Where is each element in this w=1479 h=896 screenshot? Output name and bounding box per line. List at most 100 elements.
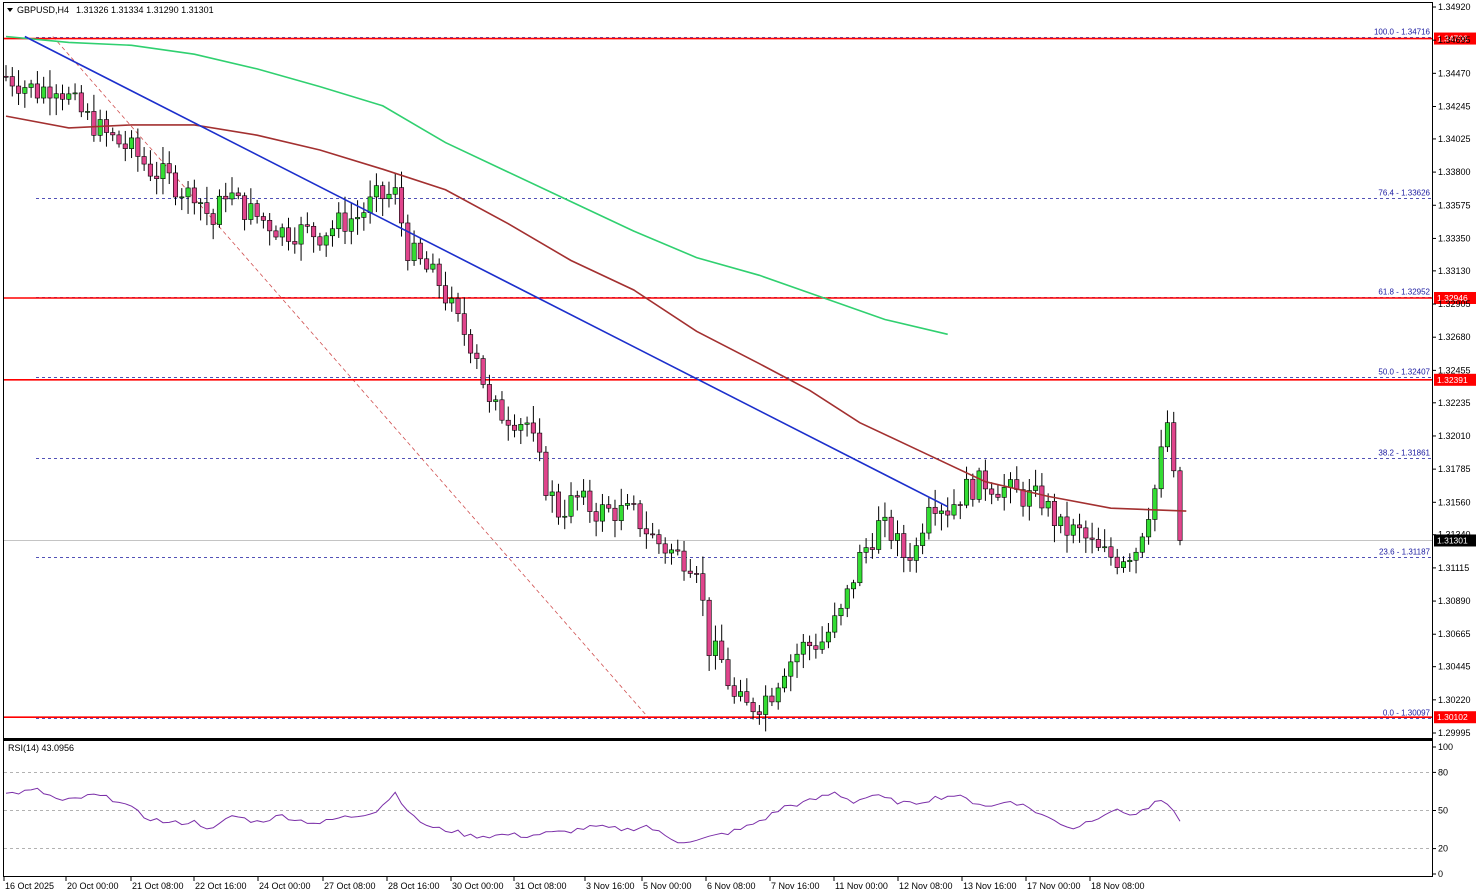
candle-body bbox=[731, 685, 737, 697]
candle-body bbox=[9, 76, 15, 87]
candle-body bbox=[781, 675, 787, 689]
candle-body bbox=[348, 218, 354, 232]
candle-body bbox=[920, 532, 926, 546]
price-tick-label: 1.34695 bbox=[1438, 35, 1471, 45]
candle-body bbox=[286, 227, 292, 242]
candle-body bbox=[1051, 500, 1057, 526]
time-tick-label: 18 Nov 08:00 bbox=[1091, 881, 1145, 891]
price-tick-label: 1.33800 bbox=[1438, 167, 1471, 177]
fib-level-label: 61.8 - 1.32952 bbox=[1378, 288, 1430, 297]
candle-body bbox=[235, 192, 241, 197]
candle-body bbox=[392, 187, 398, 195]
time-tick-label: 24 Oct 00:00 bbox=[259, 881, 311, 891]
downtrend-line bbox=[24, 35, 949, 508]
time-tick-label: 16 Oct 2025 bbox=[5, 881, 54, 891]
candle-body bbox=[1045, 500, 1051, 509]
candle-body bbox=[442, 285, 448, 304]
candle-body bbox=[769, 695, 775, 703]
candle-body bbox=[744, 691, 750, 703]
price-tick-label: 1.32010 bbox=[1438, 431, 1471, 441]
candle-body bbox=[22, 87, 28, 94]
candle-body bbox=[618, 505, 624, 521]
candle-body bbox=[173, 172, 179, 198]
price-tick-label: 1.34025 bbox=[1438, 134, 1471, 144]
candle-body bbox=[562, 515, 568, 518]
candle-body bbox=[91, 111, 97, 136]
candle-body bbox=[851, 582, 857, 590]
candle-body bbox=[1095, 539, 1101, 548]
candle-body bbox=[455, 298, 461, 314]
candle-body bbox=[474, 352, 480, 359]
price-tick-label: 1.29995 bbox=[1438, 728, 1471, 738]
time-tick-label: 30 Oct 00:00 bbox=[452, 881, 504, 891]
candle-body bbox=[1064, 516, 1070, 536]
candle-body bbox=[60, 93, 66, 100]
candle-body bbox=[505, 419, 511, 426]
candle-body bbox=[631, 503, 637, 505]
candle-body bbox=[185, 187, 191, 198]
candle-body bbox=[66, 93, 72, 100]
candle-body bbox=[650, 533, 656, 536]
price-tick-label: 1.32905 bbox=[1438, 299, 1471, 309]
time-tick-label: 3 Nov 16:00 bbox=[586, 881, 635, 891]
candle-body bbox=[480, 358, 486, 385]
rsi-tick-label: 50 bbox=[1438, 806, 1448, 816]
candle-body bbox=[712, 640, 718, 656]
time-axis: 16 Oct 2025 20 Oct 00:00 21 Oct 08:00 22 Oc… bbox=[3, 877, 1145, 891]
candle-body bbox=[687, 570, 693, 574]
candle-body bbox=[373, 185, 379, 198]
rsi-line bbox=[5, 787, 1181, 844]
candle-body bbox=[329, 228, 335, 237]
candle-body bbox=[242, 195, 248, 220]
candle-body bbox=[1139, 536, 1145, 553]
candle-body bbox=[512, 424, 518, 431]
price-tick-label: 1.31340 bbox=[1438, 530, 1471, 540]
rsi-label: RSI(14) 43.0956 bbox=[8, 743, 74, 753]
candle-body bbox=[1164, 422, 1170, 448]
candle-body bbox=[160, 163, 166, 179]
level-price-tag-label: 1.32946 bbox=[1437, 293, 1468, 303]
fib-level-label: 23.6 - 1.31187 bbox=[1379, 548, 1431, 557]
candle-body bbox=[210, 213, 216, 225]
candle-body bbox=[1089, 537, 1095, 540]
candle-body bbox=[1026, 490, 1032, 507]
candle-body bbox=[85, 111, 91, 113]
dropdown-triangle-icon[interactable] bbox=[7, 8, 13, 12]
candle-body bbox=[41, 86, 47, 99]
candle-body bbox=[599, 504, 605, 522]
price-axis: 1.34920 1.34695 1.34470 1.34245 1.34025 1.338… bbox=[1432, 2, 1471, 738]
candle-body bbox=[336, 212, 342, 230]
price-tick-label: 1.31115 bbox=[1438, 563, 1469, 573]
candle-body bbox=[254, 203, 260, 217]
candle-body bbox=[386, 193, 392, 200]
candle-body bbox=[405, 222, 411, 261]
candle-body bbox=[298, 224, 304, 245]
candle-body bbox=[932, 506, 938, 514]
candle-body bbox=[273, 230, 279, 238]
level-price-tag-label: 1.32391 bbox=[1437, 375, 1468, 385]
candle-body bbox=[292, 241, 298, 245]
candle-body bbox=[593, 511, 599, 522]
rsi-tick-label: 100 bbox=[1438, 742, 1453, 752]
level-price-tag bbox=[1434, 291, 1476, 304]
level-price-tag bbox=[1434, 373, 1476, 386]
candle-body bbox=[637, 503, 643, 530]
candle-body bbox=[179, 196, 185, 199]
candle-body bbox=[436, 263, 442, 286]
candle-body bbox=[587, 490, 593, 512]
candle-body bbox=[361, 212, 367, 218]
candle-body bbox=[97, 119, 103, 136]
candle-body bbox=[1146, 519, 1152, 538]
candle-body bbox=[191, 187, 197, 204]
candle-body bbox=[606, 504, 612, 509]
rsi-tick-label: 80 bbox=[1438, 767, 1448, 777]
candle-body bbox=[304, 224, 310, 227]
candle-body bbox=[832, 615, 838, 633]
rsi-indicator: 100 80 50 20 0 bbox=[4, 742, 1453, 879]
candle-body bbox=[1108, 546, 1114, 558]
candle-body bbox=[794, 653, 800, 663]
price-tick-label: 1.30890 bbox=[1438, 596, 1471, 606]
candle-body bbox=[876, 520, 882, 550]
